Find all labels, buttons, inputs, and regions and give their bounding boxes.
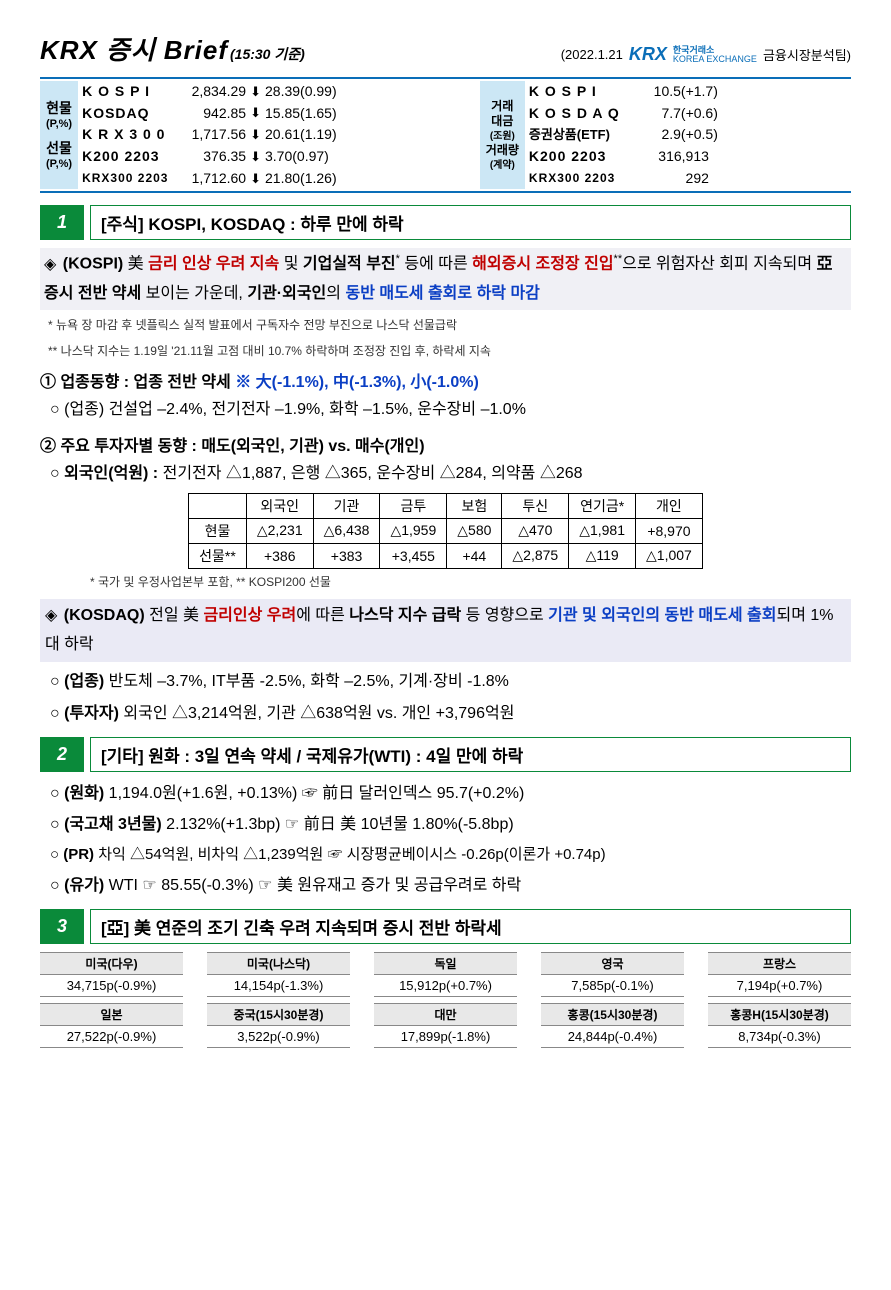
section-text: [기타] 원화 : 3일 연속 약세 / 국제유가(WTI) : 4일 만에 하…	[90, 737, 851, 772]
col2-label: 거래 대금 (조원) 거래량 (계약)	[480, 81, 525, 189]
label-spot: 현물	[46, 99, 72, 117]
label-vol1: 거래	[491, 99, 513, 115]
down-arrow-icon: ⬇	[250, 125, 261, 145]
table-row: KRX300 22031,712.60⬇21.80(1.26)	[82, 168, 476, 190]
col1-label: 현물 (P,%) 선물 (P,%)	[40, 81, 78, 189]
label-vol-unit: (조원)	[490, 130, 515, 143]
krx-logo: KRX	[629, 44, 667, 65]
table-row: 선물** +386 +383 +3,455 +44 △2,875 △119 △1…	[189, 543, 703, 568]
section-text: [亞] 美 연준의 조기 긴축 우려 지속되며 증시 전반 하락세	[90, 909, 851, 944]
kosdaq-para: ◈ (KOSDAQ) 전일 美 금리인상 우려에 따른 나스닥 지수 급락 등 …	[40, 599, 851, 663]
table-row: K R X 3 0 01,717.56⬇20.61(1.19)	[82, 124, 476, 146]
table-row: KRX300 2203292	[529, 168, 851, 190]
section-num: 1	[40, 205, 84, 240]
col2-data: K O S P I10.5 (+1.7) K O S D A Q7.7 (+0.…	[529, 81, 851, 189]
label-futures: 선물	[46, 139, 72, 157]
header-date: (2022.1.21	[561, 47, 623, 62]
table-row: KOSDAQ942.85⬇15.85(1.65)	[82, 103, 476, 125]
table-row: K O S P I2,834.29⬇28.39(0.99)	[82, 81, 476, 103]
title-time: (15:30 기준)	[230, 44, 305, 64]
title-kor: 증시	[106, 30, 156, 67]
bullet-sector: ○ (업종) 건설업 –2.4%, 전기전자 –1.9%, 화학 –1.5%, …	[50, 396, 851, 423]
section-2-title: 2 [기타] 원화 : 3일 연속 약세 / 국제유가(WTI) : 4일 만에…	[40, 737, 851, 772]
world-item: 프랑스7,194p(+0.7%)	[708, 952, 851, 997]
diamond-icon: ◈	[44, 256, 56, 273]
world-item: 중국(15시30분경)3,522p(-0.9%)	[207, 1003, 350, 1048]
krx-logo-sub: 한국거래소 KOREA EXCHANGE	[673, 46, 757, 64]
table-row: K200 2203376.35⬇3.70(0.97)	[82, 146, 476, 168]
down-arrow-icon: ⬇	[250, 82, 261, 102]
header: KRX 증시 Brief (15:30 기준) (2022.1.21 KRX 한…	[40, 30, 851, 67]
bullet-pr: ○ (PR) 차익 △54억원, 비차익 △1,239억원 ☞ 시장평균베이시스…	[50, 842, 851, 868]
title-krx: KRX	[40, 35, 98, 66]
table-row: 증권상품(ETF)2.9 (+0.5)	[529, 124, 851, 146]
section-1-title: 1 [주식] KOSPI, KOSDAQ : 하루 만에 하락	[40, 205, 851, 240]
section-num: 3	[40, 909, 84, 944]
header-left: KRX 증시 Brief (15:30 기준)	[40, 30, 305, 67]
col1-data: K O S P I2,834.29⬇28.39(0.99) KOSDAQ942.…	[82, 81, 476, 189]
title-brief: Brief	[164, 35, 228, 66]
bullet-kosdaq-investor: ○ (투자자) 외국인 △3,214억원, 기관 △638억원 vs. 개인 +…	[50, 700, 851, 727]
world-item: 대만17,899p(-1.8%)	[374, 1003, 517, 1048]
world-item: 미국(나스닥)14,154p(-1.3%)	[207, 952, 350, 997]
down-arrow-icon: ⬇	[250, 147, 261, 167]
top-summary-table: 현물 (P,%) 선물 (P,%) K O S P I2,834.29⬇28.3…	[40, 77, 851, 193]
investor-flow-table: 외국인 기관 금투 보험 투신 연기금* 개인 현물 △2,231 △6,438…	[188, 493, 703, 569]
sub-head-2: ② 주요 투자자별 동향 : 매도(외국인, 기관) vs. 매수(개인)	[40, 432, 851, 456]
diamond-icon: ◈	[45, 607, 57, 624]
section-1-content: ◈ (KOSPI) 美 금리 인상 우려 지속 및 기업실적 부진* 등에 따른…	[40, 248, 851, 726]
sub-head-1: ① 업종동향 : 업종 전반 약세 ※ 大(-1.1%), 中(-1.3%), …	[40, 368, 851, 392]
header-right: (2022.1.21 KRX 한국거래소 KOREA EXCHANGE 금융시장…	[561, 44, 851, 65]
footnote-1: * 뉴욕 장 마감 후 넷플릭스 실적 발표에서 구독자수 전망 부진으로 나스…	[48, 316, 851, 334]
section-text: [주식] KOSPI, KOSDAQ : 하루 만에 하락	[90, 205, 851, 240]
table-row: K200 2203316,913	[529, 146, 851, 168]
world-item: 일본27,522p(-0.9%)	[40, 1003, 183, 1048]
logo-sub2: KOREA EXCHANGE	[673, 55, 757, 64]
table-row: 현물 △2,231 △6,438 △1,959 △580 △470 △1,981…	[189, 518, 703, 543]
world-item: 홍콩H(15시30분경)8,734p(-0.3%)	[708, 1003, 851, 1048]
bullet-oil: ○ (유가) WTI ☞ 85.55(-0.3%) ☞ 美 원유재고 증가 및 …	[50, 872, 851, 899]
table-header-row: 외국인 기관 금투 보험 투신 연기금* 개인	[189, 493, 703, 518]
bullet-foreign: ○ 외국인(억원) : 전기전자 △1,887, 은행 △365, 운수장비 △…	[50, 460, 851, 487]
down-arrow-icon: ⬇	[250, 103, 261, 123]
label-futures-unit: (P,%)	[46, 157, 72, 171]
bullet-kosdaq-sector: ○ (업종) 반도체 –3.7%, IT부품 -2.5%, 화학 –2.5%, …	[50, 668, 851, 695]
table-row: K O S D A Q7.7 (+0.6)	[529, 103, 851, 125]
world-item: 홍콩(15시30분경)24,844p(-0.4%)	[541, 1003, 684, 1048]
world-item: 미국(다우)34,715p(-0.9%)	[40, 952, 183, 997]
bullet-krw: ○ (원화) 1,194.0원(+1.6원, +0.13%) ☞ 前日 달러인덱…	[50, 780, 851, 807]
label-qty-unit: (계약)	[490, 159, 515, 172]
table-row: K O S P I10.5 (+1.7)	[529, 81, 851, 103]
world-markets-grid: 미국(다우)34,715p(-0.9%) 미국(나스닥)14,154p(-1.3…	[40, 952, 851, 1048]
bullet-bond: ○ (국고채 3년물) 2.132%(+1.3bp) ☞ 前日 美 10년물 1…	[50, 811, 851, 838]
kospi-para: ◈ (KOSPI) 美 금리 인상 우려 지속 및 기업실적 부진* 등에 따른…	[40, 248, 851, 310]
section-3-title: 3 [亞] 美 연준의 조기 긴축 우려 지속되며 증시 전반 하락세	[40, 909, 851, 944]
down-arrow-icon: ⬇	[250, 169, 261, 189]
footnote-3: * 국가 및 우정사업본부 포함, ** KOSPI200 선물	[90, 573, 851, 591]
label-vol2: 대금	[491, 114, 513, 130]
label-qty: 거래량	[486, 143, 519, 159]
footnote-2: ** 나스닥 지수는 1.19일 '21.11월 고점 대비 10.7% 하락하…	[48, 342, 851, 360]
header-team: 금융시장분석팀)	[763, 45, 851, 64]
section-num: 2	[40, 737, 84, 772]
world-item: 독일15,912p(+0.7%)	[374, 952, 517, 997]
label-spot-unit: (P,%)	[46, 117, 72, 131]
world-item: 영국7,585p(-0.1%)	[541, 952, 684, 997]
section-2-content: ○ (원화) 1,194.0원(+1.6원, +0.13%) ☞ 前日 달러인덱…	[40, 780, 851, 899]
